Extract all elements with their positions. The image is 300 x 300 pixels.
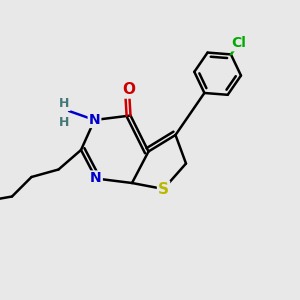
Text: N: N xyxy=(89,113,100,127)
Text: S: S xyxy=(158,182,169,196)
Text: N: N xyxy=(90,172,102,185)
Text: H: H xyxy=(59,97,70,110)
Text: O: O xyxy=(122,82,136,98)
Text: H: H xyxy=(59,116,70,130)
Text: Cl: Cl xyxy=(231,36,246,50)
